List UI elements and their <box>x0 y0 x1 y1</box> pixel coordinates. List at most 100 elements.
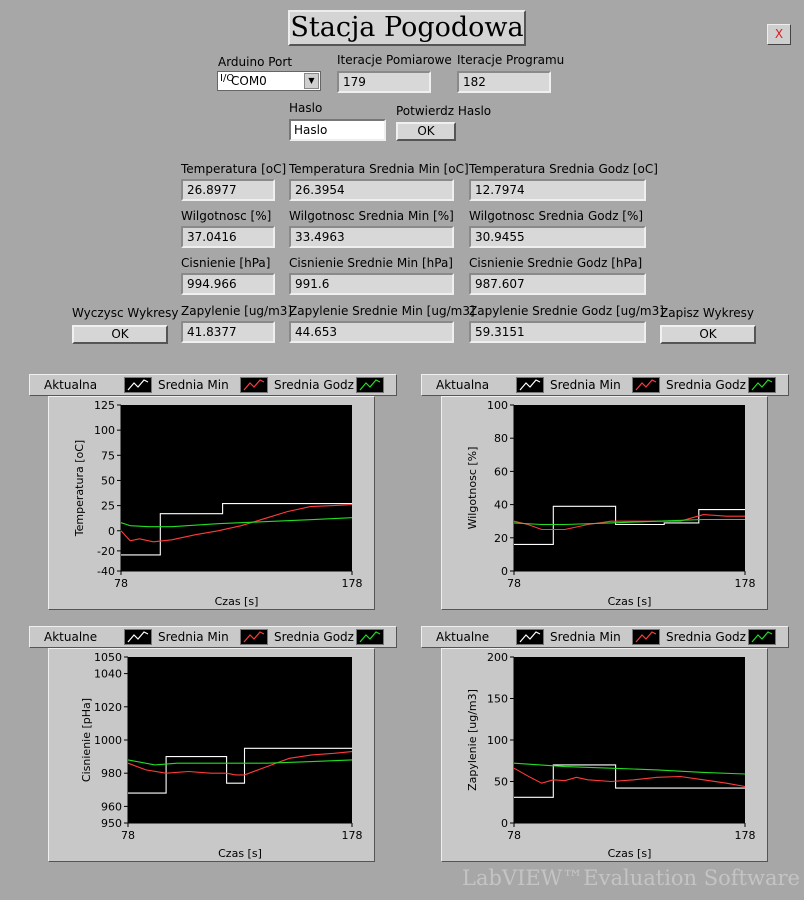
series-line-aktualne <box>128 747 352 794</box>
y-axis-label: Temperatura [oC] <box>73 440 86 537</box>
legend-swatch[interactable] <box>748 629 776 645</box>
zapylenie-srednie-godz-value: 59.3151 <box>469 321 646 343</box>
legend-swatch[interactable] <box>356 377 384 393</box>
plot-area[interactable] <box>128 657 352 823</box>
chart-legend[interactable]: Aktualna Srednia Min Srednia Godz <box>421 374 789 396</box>
legend-swatch[interactable] <box>356 629 384 645</box>
y-axis-label: Cisnienie [pHa] <box>80 698 93 782</box>
y-tick-label: 960 <box>101 800 122 813</box>
y-tick-label: 0 <box>501 565 508 578</box>
y-tick-label: 1050 <box>94 651 122 664</box>
series-line-srednia-godz <box>513 762 746 775</box>
chart-legend[interactable]: Aktualne Srednia Min Srednia Godz <box>421 626 789 648</box>
chart-legend[interactable]: Aktualne Srednia Min Srednia Godz <box>29 626 397 648</box>
y-tick-label: 100 <box>487 399 508 412</box>
legend-swatch[interactable] <box>516 377 544 393</box>
y-axis-label: Wilgotnosc [%] <box>466 447 479 530</box>
y-tick-label: 125 <box>94 399 115 412</box>
y-tick-label: 1000 <box>94 734 122 747</box>
cisnienie-srednie-min-value: 991.6 <box>289 273 454 295</box>
legend-label: Srednia Godz <box>274 630 354 644</box>
legend-swatch-line <box>519 631 541 643</box>
legend-label: Srednia Min <box>158 630 229 644</box>
wilgotnosc-srednia-godz-value: 30.9455 <box>469 226 646 248</box>
chart-svg: -40 -20 0 25 50 75 100 125 78 178 Czas [s] Temperat… <box>73 399 363 608</box>
temperatura-srednia-godz-value: 12.7974 <box>469 179 646 201</box>
legend-swatch[interactable] <box>240 377 268 393</box>
watermark: LabVIEW™Evaluation Software <box>462 866 800 890</box>
legend-swatch[interactable] <box>632 377 660 393</box>
legend-swatch-line <box>751 379 773 391</box>
app-title: Stacja Pogodowa <box>288 10 526 46</box>
series-line-srednia-min <box>513 767 746 788</box>
chart-frame: -40 -20 0 25 50 75 100 125 78 178 Czas [s] Temperat… <box>48 396 375 610</box>
y-tick-label: 80 <box>494 432 508 445</box>
cisnienie-label: Cisnienie [hPa] <box>181 256 271 270</box>
legend-swatch-line <box>635 379 657 391</box>
temperatura-srednia-min-label: Temperatura Srednia Min [oC] <box>289 162 469 176</box>
plot-area[interactable] <box>121 405 352 571</box>
legend-label: Srednia Min <box>550 378 621 392</box>
x-tick-label: 178 <box>735 829 756 842</box>
zapisz-wykresy-button[interactable]: OK <box>660 325 756 344</box>
chart-svg: 0 50 100 150 200 78 178 Czas [s] Zapylenie [ug/m… <box>466 651 756 860</box>
zapylenie-srednie-min-value: 44.653 <box>289 321 454 343</box>
legend-swatch[interactable] <box>124 629 152 645</box>
zapylenie-label: Zapylenie [ug/m3] <box>181 304 293 318</box>
wilgotnosc-srednia-godz-label: Wilgotnosc Srednia Godz [%] <box>469 209 644 223</box>
zapylenie-value: 41.8377 <box>181 321 275 343</box>
chart-svg: 950 960 980 1000 1020 1040 1050 78 178 Czas [s] Ci… <box>80 651 363 860</box>
iteracje-programu-value: 182 <box>457 71 551 93</box>
close-button[interactable]: X <box>767 24 791 45</box>
legend-swatch-line <box>359 379 381 391</box>
zapylenie-srednie-min-label: Zapylenie Srednie Min [ug/m3] <box>289 304 475 318</box>
legend-swatch-line <box>243 631 265 643</box>
arduino-port-value: COM0 <box>231 74 267 88</box>
temperatura-srednia-godz-label: Temperatura Srednia Godz [oC] <box>469 162 658 176</box>
wilgotnosc-value: 37.0416 <box>181 226 275 248</box>
plot-area[interactable] <box>514 405 745 571</box>
dropdown-arrow-icon[interactable]: ▼ <box>304 73 319 89</box>
y-tick-label: 50 <box>101 474 115 487</box>
cisnienie-srednie-godz-value: 987.607 <box>469 273 646 295</box>
y-tick-label: 150 <box>487 693 508 706</box>
y-tick-label: 200 <box>487 651 508 664</box>
zapisz-wykresy-label: Zapisz Wykresy <box>660 306 755 320</box>
legend-label: Srednia Min <box>550 630 621 644</box>
series-line-srednia-min <box>127 751 353 776</box>
wyczysc-wykresy-button[interactable]: OK <box>72 325 168 344</box>
potwierdz-haslo-button[interactable]: OK <box>396 122 456 141</box>
legend-label: Aktualne <box>436 630 490 644</box>
arduino-port-select[interactable]: I/O COM0 ▼ <box>217 71 321 91</box>
legend-swatch[interactable] <box>124 377 152 393</box>
y-axis-label: Zapylenie [ug/m3] <box>466 689 479 791</box>
iteracje-pomiarowe-label: Iteracje Pomiarowe <box>337 53 452 67</box>
chart-legend[interactable]: Aktualna Srednia Min Srednia Godz <box>29 374 397 396</box>
legend-swatch[interactable] <box>632 629 660 645</box>
haslo-input[interactable]: Haslo <box>289 119 386 141</box>
plot-area[interactable] <box>514 657 745 823</box>
y-tick-label: 40 <box>494 499 508 512</box>
y-tick-label: 0 <box>501 817 508 830</box>
wilgotnosc-srednia-min-value: 33.4963 <box>289 226 454 248</box>
x-axis-label: Czas [s] <box>608 595 652 608</box>
series-line-srednia-godz <box>120 517 353 528</box>
y-tick-label: 50 <box>494 776 508 789</box>
y-tick-label: 60 <box>494 465 508 478</box>
cisnienie-value: 994.966 <box>181 273 275 295</box>
chart-frame: 0 50 100 150 200 78 178 Czas [s] Zapylenie [ug/m… <box>441 648 768 862</box>
x-axis-label: Czas [s] <box>218 847 262 860</box>
chart-frame: 0 20 40 60 80 100 78 178 Czas [s] Wilgotnosc [%] <box>441 396 768 610</box>
y-tick-label: 25 <box>101 500 115 513</box>
x-axis-label: Czas [s] <box>215 595 259 608</box>
legend-swatch-line <box>243 379 265 391</box>
x-tick-label: 78 <box>507 577 521 590</box>
y-tick-label: 1020 <box>94 701 122 714</box>
legend-label: Aktualne <box>44 630 98 644</box>
legend-swatch-line <box>519 379 541 391</box>
legend-label: Aktualna <box>436 378 490 392</box>
legend-swatch[interactable] <box>748 377 776 393</box>
legend-swatch[interactable] <box>240 629 268 645</box>
legend-swatch[interactable] <box>516 629 544 645</box>
y-tick-label: -40 <box>97 565 115 578</box>
